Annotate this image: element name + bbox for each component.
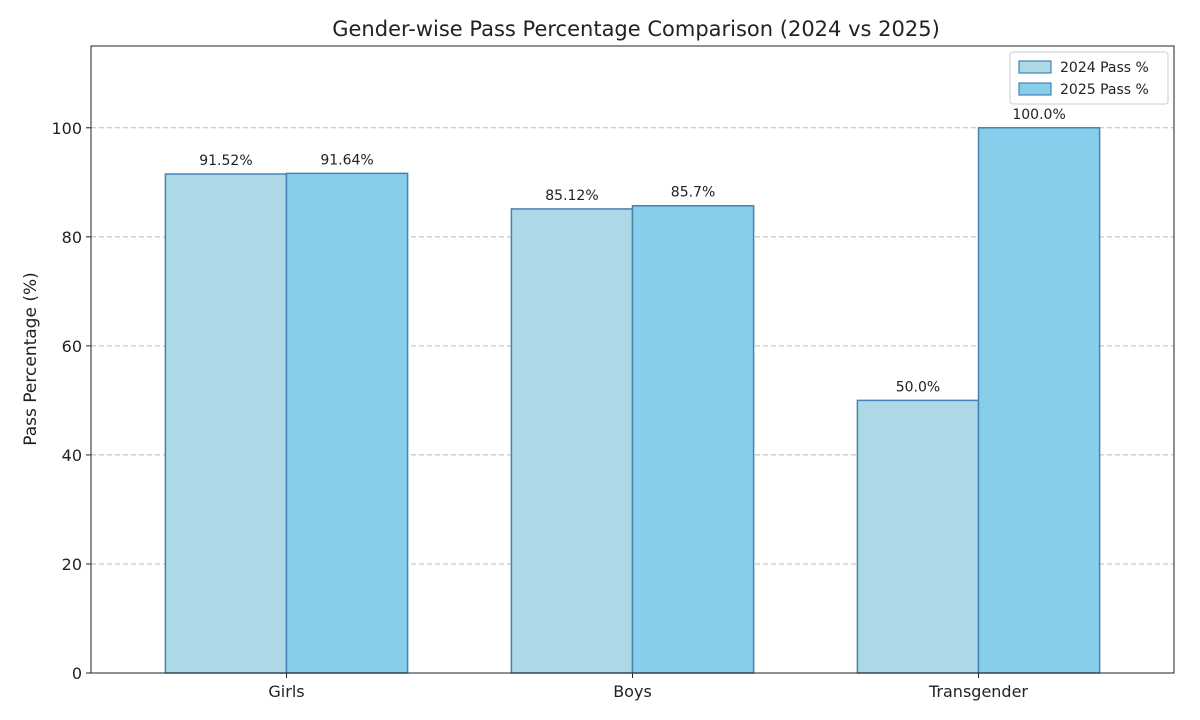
bar-value-label: 85.12%: [545, 188, 598, 204]
bar-value-label: 91.64%: [320, 152, 373, 168]
bar-2024-girls: [164, 173, 288, 674]
chart-title: Gender-wise Pass Percentage Comparison (…: [332, 17, 940, 41]
legend-label: 2025 Pass %: [1060, 82, 1149, 98]
legend: 2024 Pass % 2025 Pass %: [1009, 51, 1169, 105]
x-tick-label: Transgender: [928, 682, 1028, 701]
bar-value-label: 91.52%: [199, 153, 252, 169]
bar-2025-boys: [631, 204, 755, 674]
y-tick-label: 40: [62, 446, 82, 465]
plot-frame: [90, 45, 1175, 674]
bar-labels: 91.52% 91.64% 85.12% 85.7% 50.0% 100.0%: [199, 107, 1066, 396]
y-tick-label: 80: [62, 228, 82, 247]
bar-2024-transgender: [856, 399, 980, 674]
bar-2025-transgender: [977, 127, 1101, 674]
axes: 0 20 40 60 80 100 Girls Boys Transgender: [51, 45, 1175, 701]
y-tick-label: 20: [62, 555, 82, 574]
x-tick-label: Boys: [613, 682, 652, 701]
bar-value-label: 50.0%: [896, 379, 940, 395]
y-tick-label: 60: [62, 337, 82, 356]
bar-value-label: 85.7%: [671, 185, 715, 201]
bar-2025-girls: [285, 172, 409, 674]
bars: [164, 127, 1101, 674]
x-tick-label: Girls: [268, 682, 304, 701]
y-tick-label: 0: [72, 664, 82, 683]
bar-2024-boys: [510, 208, 634, 674]
bar-value-label: 100.0%: [1012, 107, 1065, 123]
y-axis-label: Pass Percentage (%): [21, 272, 41, 445]
legend-label: 2024 Pass %: [1060, 60, 1149, 76]
legend-swatch: [1018, 82, 1052, 96]
y-tick-label: 100: [51, 119, 82, 138]
legend-swatch: [1018, 60, 1052, 74]
